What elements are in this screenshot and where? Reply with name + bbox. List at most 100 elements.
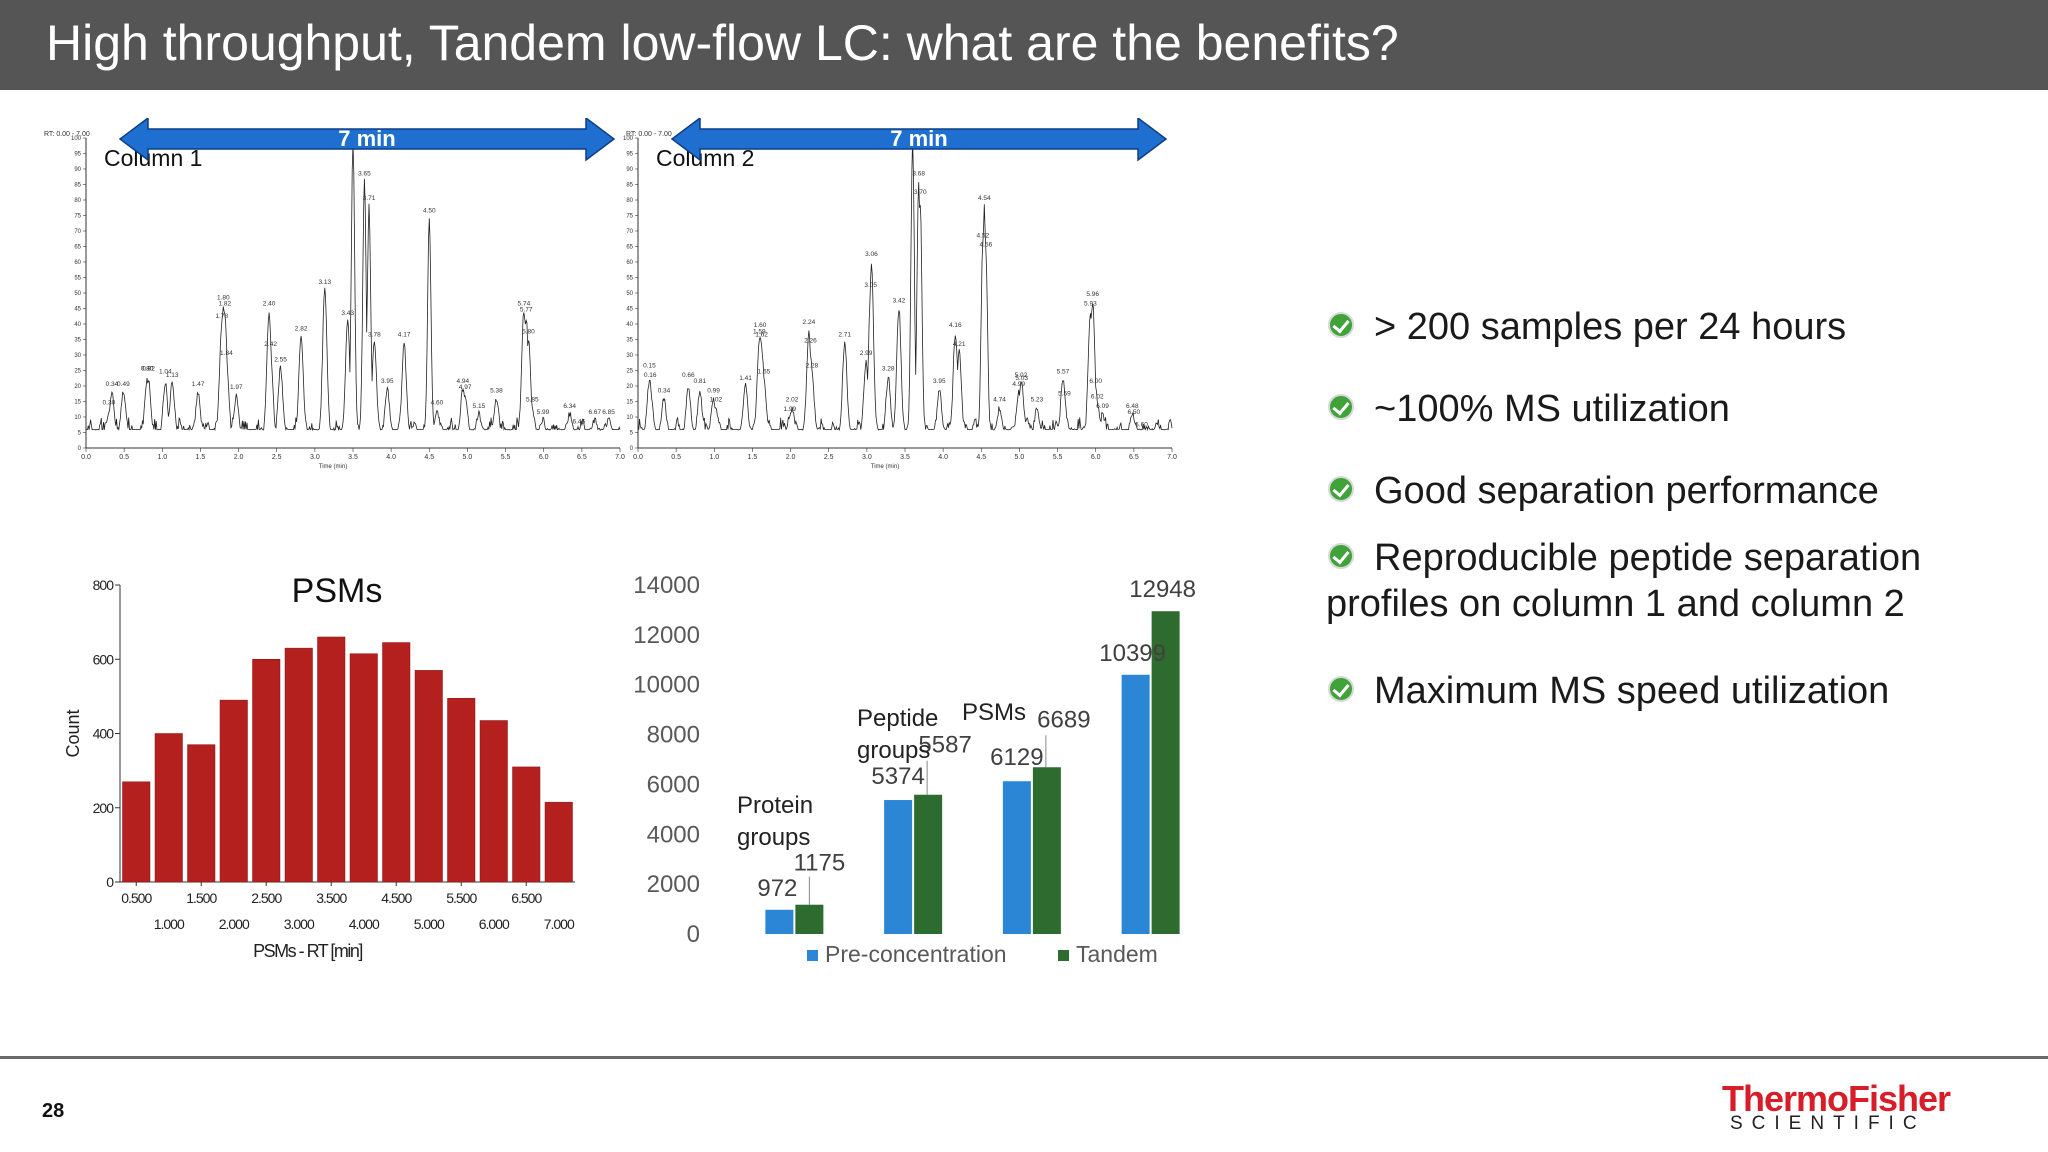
psm-x-tick-label: 1.500: [186, 890, 217, 906]
chrom-peak-label: 3.06: [865, 251, 878, 258]
chrom-peak-label: 1.82: [219, 301, 232, 308]
chrom-peak-label: 5.80: [522, 328, 535, 335]
chrom-peak-label: 1.04: [159, 369, 172, 376]
chrom-peak-label: 5.77: [520, 307, 533, 314]
chrom-x-tick-label: 4.5: [976, 454, 986, 461]
cmp-y-tick-label: 2000: [647, 871, 700, 898]
chrom-peak-label: 4.21: [953, 341, 966, 348]
chrom-peak-label: 1.84: [220, 350, 233, 357]
cmp-y-tick-label: 12000: [633, 622, 700, 649]
chrom-peak-label: 3.95: [933, 378, 946, 385]
psm-bar: [252, 659, 281, 883]
chrom-y-tick-label: 30: [74, 353, 81, 359]
chrom-peak-label: 0.66: [682, 372, 695, 379]
chrom-peak-label: 1.65: [758, 369, 771, 376]
cmp-bar-pre-concentration: [1121, 674, 1150, 934]
cmp-category-label: Protein: [737, 792, 813, 819]
psm-title: PSMs: [292, 572, 383, 610]
chrom-x-tick-label: 0.5: [119, 454, 129, 461]
psm-y-tick-label: 200: [93, 800, 115, 816]
cmp-value-label: 12948: [1129, 576, 1196, 603]
check-icon: [1328, 542, 1354, 569]
bullet-reproducible: Reproducible peptide separation profiles…: [1326, 535, 1922, 627]
chrom-y-tick-label: 65: [626, 245, 633, 251]
bullet-text: > 200 samples per 24 hours: [1374, 306, 1847, 348]
chrom-peak-label: 1.47: [192, 381, 205, 388]
chrom-y-tick-label: 35: [74, 338, 81, 344]
chrom-x-axis-label: Time (min): [871, 464, 899, 470]
chrom-peak-label: 3.05: [864, 282, 877, 289]
chrom-peak-label: 5.59: [1058, 390, 1071, 397]
chrom-peak-label: 3.13: [318, 279, 331, 286]
cmp-value-label: 5587: [918, 732, 971, 759]
chrom-y-tick-label: 100: [623, 136, 634, 142]
chrom-peak-label: 0.34: [106, 381, 119, 388]
chrom-y-tick-label: 25: [74, 369, 81, 375]
chrom-y-tick-label: 45: [626, 307, 633, 313]
chrom-x-tick-label: 5.5: [1053, 454, 1063, 461]
psm-x-tick-label: 3.000: [284, 916, 315, 932]
cmp-y-tick-label: 6000: [647, 771, 700, 798]
bullet-text: Reproducible peptide separation: [1374, 537, 1922, 579]
chrom-x-tick-label: 6.5: [577, 454, 587, 461]
cmp-value-label: 10399: [1099, 640, 1166, 667]
chrom-peak-label: 3.78: [368, 332, 381, 339]
psm-bar: [479, 720, 508, 883]
chrom-peak-label: 4.60: [431, 400, 444, 407]
chrom-peak-label: 3.68: [912, 170, 925, 177]
chrom-peak-label: 0.82: [142, 366, 155, 373]
psm-y-tick-label: 400: [93, 726, 115, 742]
bullet-samples: > 200 samples per 24 hours: [1328, 304, 1846, 350]
chrom-x-tick-label: 1.5: [748, 454, 758, 461]
chrom-peak-label: 5.85: [526, 397, 539, 404]
chrom-y-tick-label: 55: [74, 276, 81, 282]
chrom-y-tick-label: 0: [78, 446, 82, 452]
chrom-trace: [85, 142, 621, 432]
psm-bar: [154, 733, 183, 883]
chrom-peak-label: 3.71: [363, 195, 376, 202]
chrom-y-tick-label: 50: [74, 291, 81, 297]
chrom-peak-label: 4.74: [993, 397, 1006, 404]
chrom-y-tick-label: 30: [626, 353, 633, 359]
chrom-y-tick-label: 95: [74, 152, 81, 158]
cmp-category-label: groups: [737, 824, 810, 851]
thermofisher-logo: ThermoFisher: [1722, 1078, 1951, 1119]
chrom-y-tick-label: 15: [626, 400, 633, 406]
cmp-y-tick-label: 14000: [633, 572, 700, 599]
chrom-y-tick-label: 80: [74, 198, 81, 204]
psm-x-axis-label: PSMs - RT [min]: [253, 941, 362, 961]
psm-x-tick-label: 4.500: [381, 890, 412, 906]
chrom-y-tick-label: 10: [626, 415, 633, 421]
chrom-x-tick-label: 6.0: [1091, 454, 1101, 461]
chrom-peak-label: 0.16: [644, 372, 657, 379]
chrom-peak-label: 1.59: [753, 328, 766, 335]
psm-bar: [512, 766, 541, 883]
bullet-separation: Good separation performance: [1328, 468, 1879, 514]
chrom-x-tick-label: 7.0: [615, 454, 625, 461]
cmp-value-label: 1175: [794, 850, 846, 877]
legend-swatch-tandem: [1058, 950, 1069, 961]
chrom-peak-label: 1.62: [755, 332, 768, 339]
chrom-x-tick-label: 1.0: [157, 454, 167, 461]
cmp-y-tick-label: 0: [687, 921, 700, 948]
chrom-peak-label: 5.74: [518, 301, 531, 308]
chrom-peak-label: 2.55: [274, 356, 287, 363]
psm-bar: [414, 670, 443, 883]
chrom-y-tick-label: 5: [78, 431, 82, 437]
chrom-peak-label: 4.50: [423, 208, 436, 215]
psm-x-tick-label: 2.500: [251, 890, 282, 906]
chrom-y-tick-label: 70: [74, 229, 81, 235]
chrom-y-tick-label: 10: [74, 415, 81, 421]
cmp-bar-pre-concentration: [884, 800, 913, 934]
chrom-x-axis-label: Time (min): [319, 464, 347, 470]
chrom-x-tick-label: 5.0: [1015, 454, 1025, 461]
chrom-x-tick-label: 4.0: [938, 454, 948, 461]
chrom-x-tick-label: 3.0: [310, 454, 320, 461]
legend-label-pre-concentration: Pre-concentration: [825, 941, 1007, 967]
psm-x-tick-label: 2.000: [219, 916, 250, 932]
chrom-x-tick-label: 3.0: [862, 454, 872, 461]
chrom-y-tick-label: 20: [74, 384, 81, 390]
psm-x-tick-label: 5.000: [414, 916, 445, 932]
